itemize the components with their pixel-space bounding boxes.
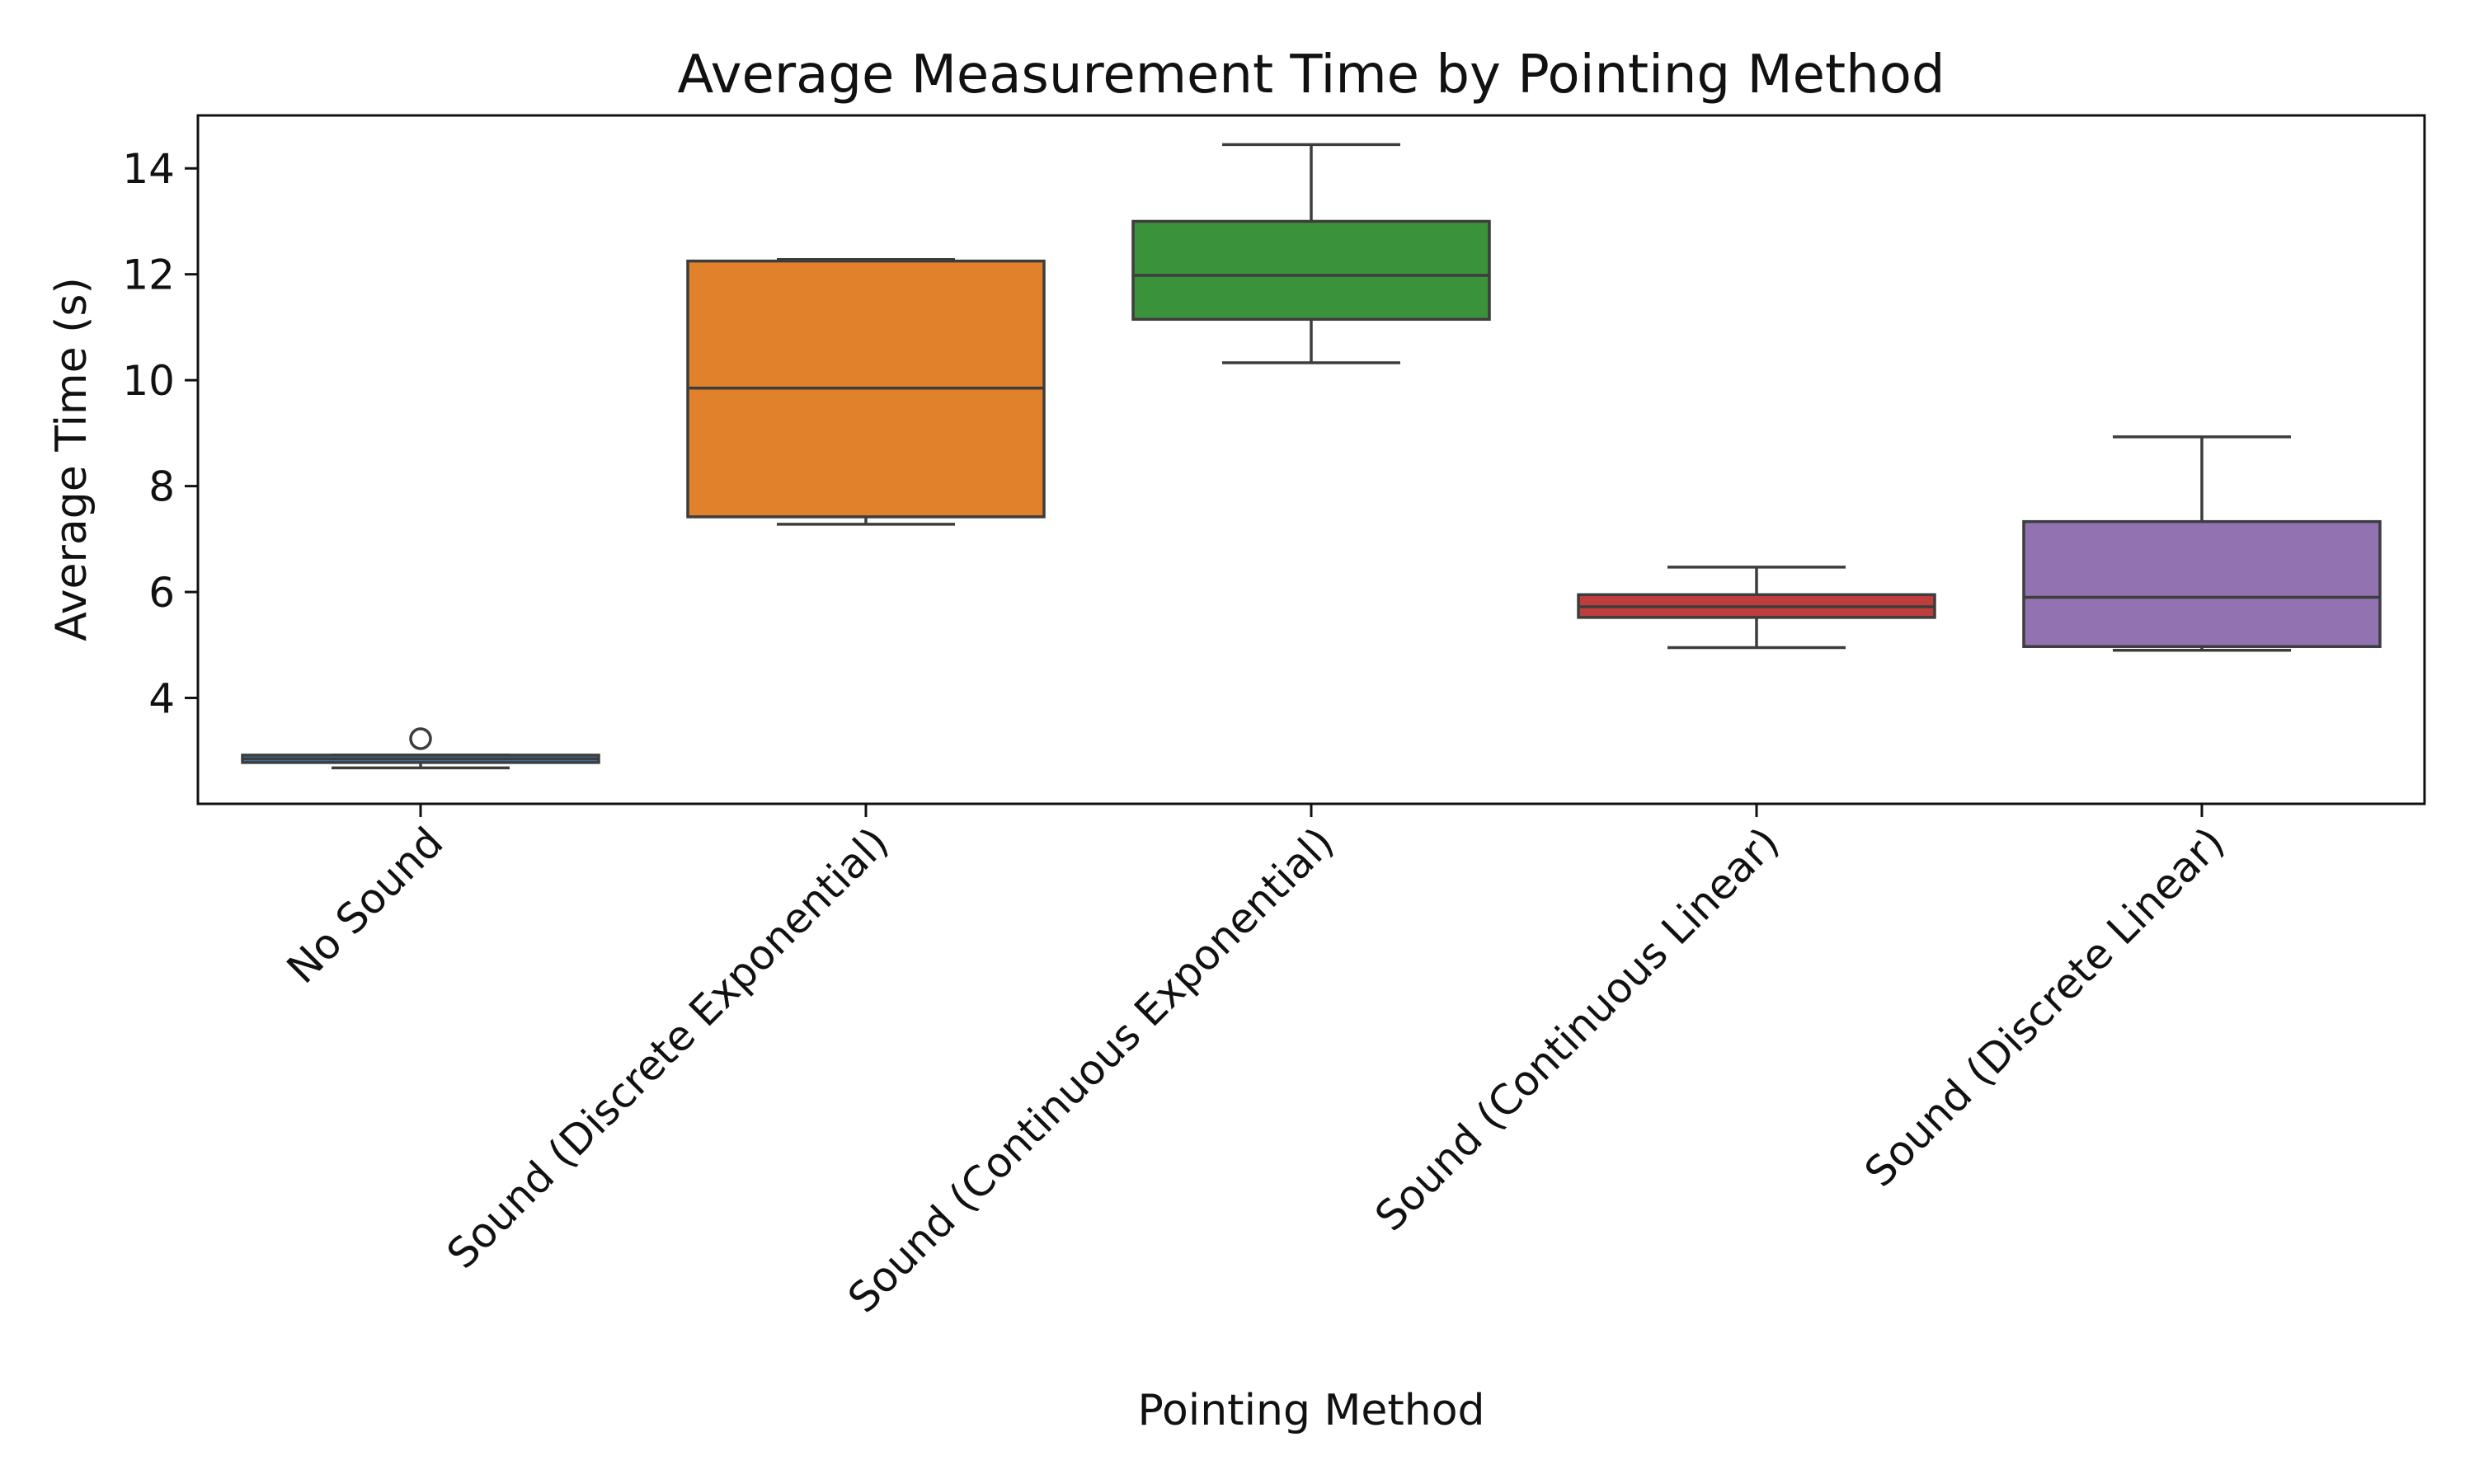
y-tick-label: 12 [122, 251, 175, 299]
x-tick-label: Sound (Discrete Linear) [1856, 818, 2233, 1195]
x-tick-label: Sound (Continuous Exponential) [839, 818, 1343, 1322]
x-tick-label: No Sound [278, 818, 453, 993]
box [2022, 519, 2382, 648]
chart-title: Average Measurement Time by Pointing Met… [678, 45, 1945, 106]
y-tick-label: 6 [148, 569, 175, 617]
x-tick-label: Sound (Discrete Exponential) [438, 818, 898, 1278]
y-tick-label: 10 [122, 357, 175, 405]
y-axis-label: Average Time (s) [47, 277, 96, 641]
y-tick-label: 4 [148, 675, 175, 723]
x-axis-label: Pointing Method [1137, 1386, 1484, 1435]
box [1131, 219, 1491, 322]
outlier-point [409, 727, 432, 750]
y-tick-label: 8 [148, 463, 175, 511]
x-tick-label: Sound (Continuous Linear) [1366, 818, 1789, 1240]
y-tick-label: 14 [122, 145, 175, 193]
